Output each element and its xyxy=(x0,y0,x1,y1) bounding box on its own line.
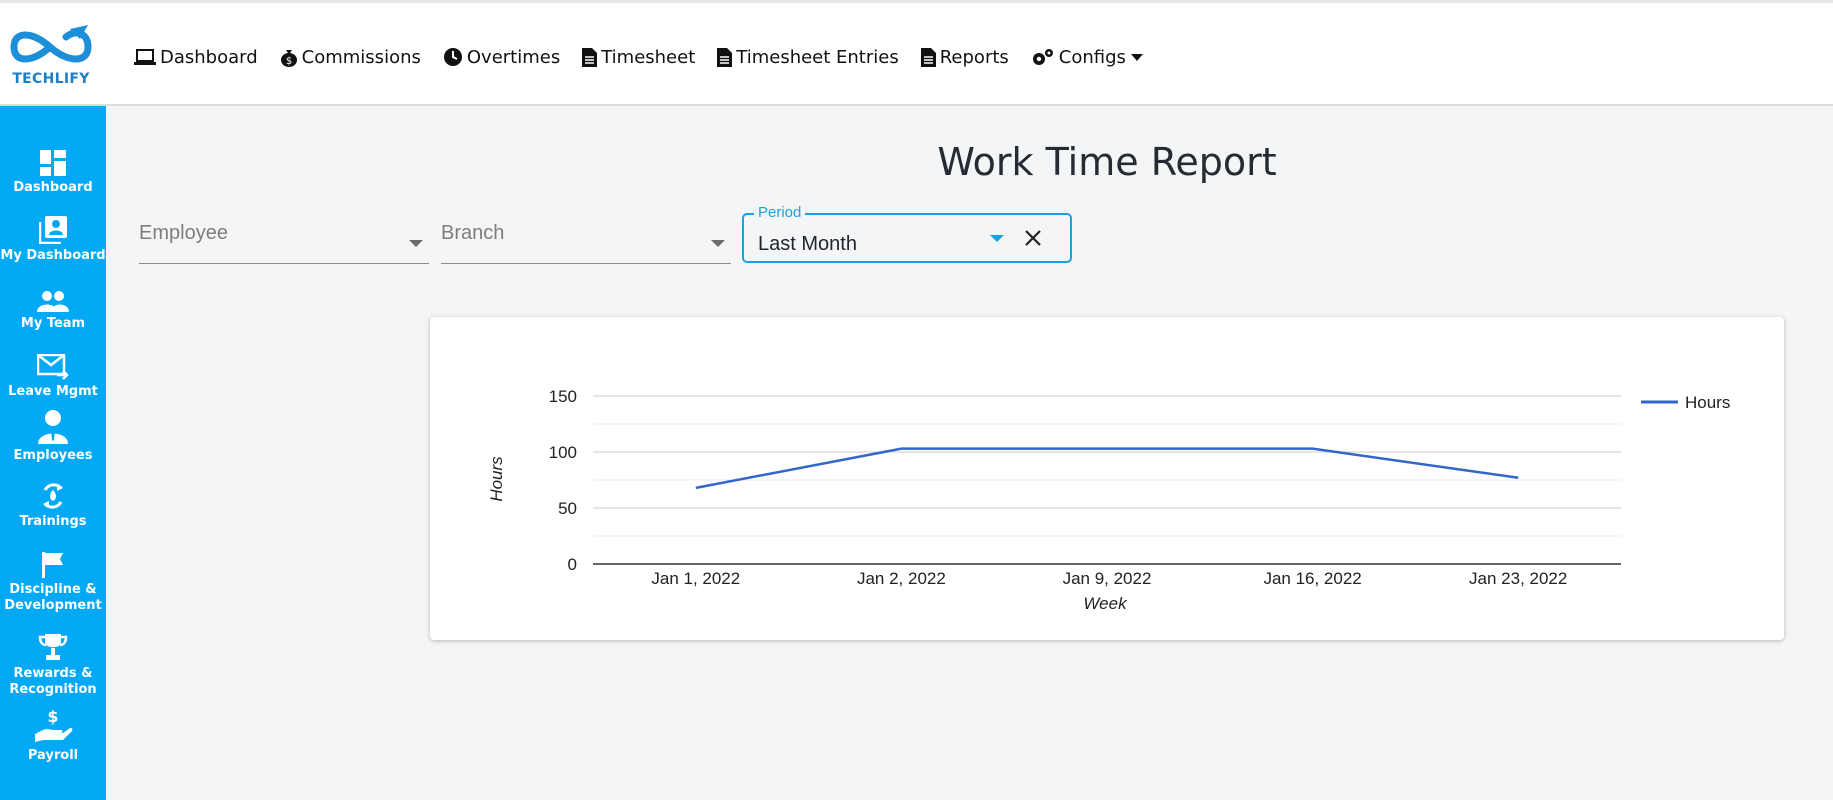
file-icon xyxy=(582,47,598,67)
clear-icon[interactable] xyxy=(1020,225,1046,251)
dropdown-arrow-icon xyxy=(409,240,423,247)
employee-icon xyxy=(38,410,68,444)
sidebar-item-label: Discipline & xyxy=(9,582,97,597)
infinity-logo-icon xyxy=(10,25,92,63)
main-nav: Dashboard $ Commissions Overtimes Timesh… xyxy=(134,42,1165,72)
x-axis-label: Week xyxy=(1083,594,1128,613)
money-bag-icon: $ xyxy=(280,49,297,67)
sidebar-item-label: Trainings xyxy=(19,514,87,529)
dashboard-icon xyxy=(40,150,66,176)
series-line-hours xyxy=(695,447,1519,490)
nav-overtimes-label: Overtimes xyxy=(466,46,561,68)
period-select[interactable]: Period Last Month xyxy=(742,204,1072,263)
sidebar: Dashboard My Dashboard My Team Leave Mgm… xyxy=(0,106,106,800)
period-select-label: Period xyxy=(754,204,806,221)
training-icon xyxy=(43,483,63,509)
nav-timesheet[interactable]: Timesheet xyxy=(582,47,695,68)
x-tick-label: Jan 23, 2022 xyxy=(1469,569,1567,588)
clock-icon xyxy=(443,48,462,66)
nav-timesheet-entries-label: Timesheet Entries xyxy=(736,46,899,68)
trophy-icon xyxy=(38,634,68,660)
employee-select[interactable]: Employee xyxy=(139,210,429,264)
sidebar-item-employees[interactable]: Employees xyxy=(0,410,106,464)
people-icon xyxy=(37,291,69,312)
nav-commissions[interactable]: $ Commissions xyxy=(280,47,421,68)
y-tick-label: 100 xyxy=(549,443,577,462)
x-tick-label: Jan 16, 2022 xyxy=(1263,569,1361,588)
nav-dashboard-label: Dashboard xyxy=(160,46,258,68)
sidebar-item-leave-mgmt[interactable]: Leave Mgmt xyxy=(0,346,106,400)
x-tick-label: Jan 2, 2022 xyxy=(857,569,946,588)
sidebar-item-label: Payroll xyxy=(27,748,79,763)
sidebar-item-trainings[interactable]: Trainings xyxy=(0,476,106,530)
nav-dashboard[interactable]: Dashboard xyxy=(134,47,258,68)
sidebar-item-label: My Team xyxy=(20,316,86,331)
line-chart: 0 50 100 150 Jan 1, 2022 Jan 2, 2022 Jan 9, 2… xyxy=(487,387,1730,613)
nav-configs-label: Configs xyxy=(1058,46,1126,68)
sidebar-item-label: My Dashboard xyxy=(0,248,106,263)
y-tick-label: 0 xyxy=(568,555,577,574)
x-tick-label: Jan 1, 2022 xyxy=(651,569,740,588)
portrait-icon xyxy=(39,216,67,244)
employee-select-placeholder: Employee xyxy=(139,222,228,244)
y-tick-label: 50 xyxy=(558,499,577,518)
nav-reports[interactable]: Reports xyxy=(920,46,1009,68)
sidebar-item-label: Dashboard xyxy=(13,180,93,195)
chart-card: 0 50 100 150 Jan 1, 2022 Jan 2, 2022 Jan 9, 2… xyxy=(430,317,1784,640)
sidebar-item-label: Rewards & xyxy=(13,666,93,681)
legend-label: Hours xyxy=(1685,393,1730,412)
sidebar-item-label-line2: Recognition xyxy=(9,682,97,697)
nav-commissions-label: Commissions xyxy=(301,46,421,68)
sidebar-item-dashboard[interactable]: Dashboard xyxy=(0,142,106,196)
svg-text:$: $ xyxy=(285,56,291,67)
nav-configs-dropdown[interactable]: Configs xyxy=(1031,47,1143,68)
nav-timesheet-entries[interactable]: Timesheet Entries xyxy=(717,46,899,68)
sidebar-item-discipline[interactable]: Discipline & Development xyxy=(0,544,106,614)
gears-icon xyxy=(1032,49,1053,65)
top-navbar: TECHLIFY Dashboard $ Commissions Overtim… xyxy=(0,0,1833,106)
period-select-value: Last Month xyxy=(758,233,857,255)
dropdown-arrow-icon xyxy=(711,240,725,247)
file-icon xyxy=(920,47,936,67)
nav-timesheet-label: Timesheet xyxy=(601,46,696,68)
caret-down-icon xyxy=(1130,53,1143,61)
sidebar-item-my-team[interactable]: My Team xyxy=(0,278,106,332)
page-title: Work Time Report xyxy=(937,140,1277,184)
flag-icon xyxy=(42,552,63,578)
branch-select-placeholder: Branch xyxy=(441,222,505,244)
sidebar-item-label: Employees xyxy=(13,448,93,463)
sidebar-item-my-dashboard[interactable]: My Dashboard xyxy=(0,210,106,264)
nav-overtimes[interactable]: Overtimes xyxy=(443,47,560,68)
svg-text:$: $ xyxy=(47,708,58,726)
branch-select[interactable]: Branch xyxy=(441,210,731,264)
sidebar-item-payroll[interactable]: $ Payroll xyxy=(0,708,106,764)
payroll-icon: $ xyxy=(35,708,73,742)
y-tick-label: 150 xyxy=(549,387,577,406)
x-tick-label: Jan 9, 2022 xyxy=(1063,569,1152,588)
laptop-icon xyxy=(134,49,156,65)
brand-name: TECHLIFY xyxy=(12,71,90,87)
file-icon xyxy=(717,47,733,67)
mail-arrow-icon xyxy=(37,354,69,380)
y-axis-label: Hours xyxy=(487,456,506,502)
techlify-logo[interactable]: TECHLIFY xyxy=(8,23,94,93)
dropdown-arrow-icon[interactable] xyxy=(990,235,1004,242)
nav-reports-label: Reports xyxy=(939,46,1009,68)
sidebar-item-label: Leave Mgmt xyxy=(8,384,98,399)
sidebar-item-rewards[interactable]: Rewards & Recognition xyxy=(0,628,106,698)
sidebar-item-label-line2: Development xyxy=(4,598,102,613)
